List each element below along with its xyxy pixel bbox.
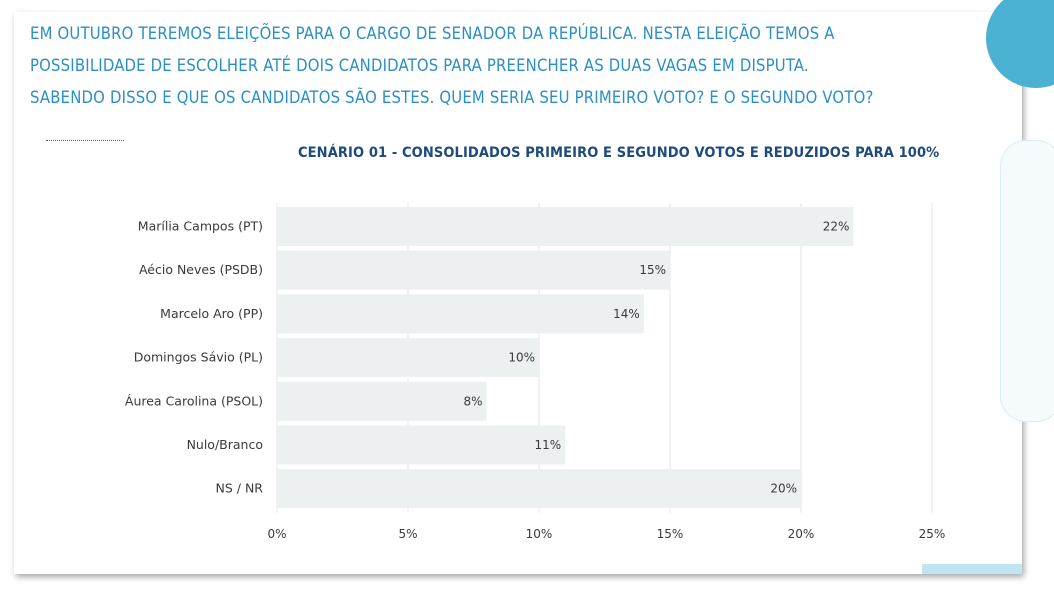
- data-label: 10%: [508, 351, 535, 365]
- category-label: Nulo/Branco: [187, 437, 263, 452]
- bar: [277, 469, 801, 509]
- data-label: 22%: [823, 220, 850, 234]
- decorative-bar: [922, 564, 1022, 574]
- category-label: NS / NR: [216, 481, 264, 496]
- question-line-1: EM OUTUBRO TEREMOS ELEIÇÕES PARA O CARGO…: [30, 24, 835, 43]
- bars: [277, 207, 854, 509]
- bar: [277, 381, 487, 421]
- x-tick-label: 0%: [267, 527, 286, 541]
- category-label: Marcelo Aro (PP): [160, 306, 263, 321]
- x-tick-label: 25%: [919, 527, 946, 541]
- question-line-2: POSSIBILIDADE DE ESCOLHER ATÉ DOIS CANDI…: [30, 56, 809, 75]
- bar: [277, 207, 854, 246]
- x-tick-label: 10%: [526, 527, 553, 541]
- x-tick-label: 5%: [398, 527, 417, 541]
- x-tick-label: 15%: [657, 527, 684, 541]
- x-tick-label: 20%: [788, 527, 815, 541]
- question-line-3: SABENDO DISSO E QUE OS CANDIDATOS SÃO ES…: [30, 88, 874, 107]
- category-label: Aécio Neves (PSDB): [139, 262, 263, 277]
- decorative-panel: [1000, 140, 1054, 422]
- data-label: 14%: [613, 307, 640, 321]
- data-label: 11%: [535, 438, 562, 452]
- chart-title: CENÁRIO 01 - CONSOLIDADOS PRIMEIRO E SEG…: [298, 145, 940, 161]
- dotted-divider: [46, 140, 124, 141]
- category-label: Áurea Carolina (PSOL): [125, 393, 263, 408]
- category-label: Domingos Sávio (PL): [134, 350, 263, 365]
- bar: [277, 338, 539, 378]
- bar: [277, 294, 644, 334]
- data-label: 15%: [639, 263, 666, 277]
- bar: [277, 425, 566, 465]
- bar: [277, 250, 670, 290]
- data-label: 8%: [464, 394, 483, 408]
- labels: 0% 5% 10% 15% 20% 25% Marília Campos (PT) 22% Aé…: [125, 219, 945, 541]
- data-label: 20%: [770, 482, 797, 496]
- survey-question: EM OUTUBRO TEREMOS ELEIÇÕES PARA O CARGO…: [30, 18, 930, 114]
- category-label: Marília Campos (PT): [138, 219, 263, 234]
